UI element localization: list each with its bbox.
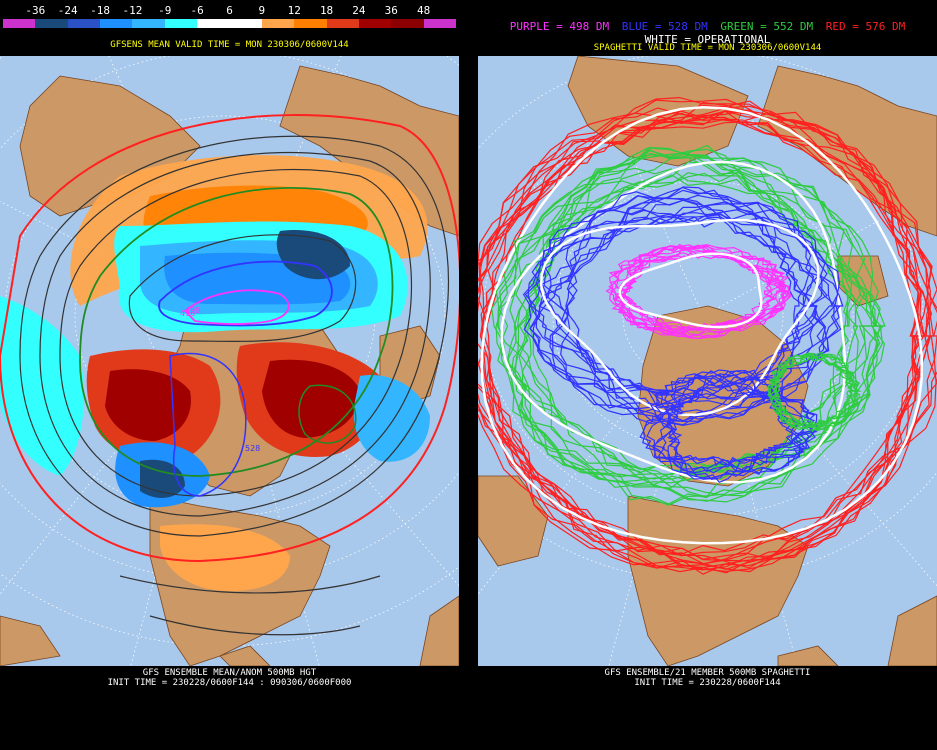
red-576-member-contour xyxy=(478,116,937,569)
colorbar-tick-label: 18 xyxy=(319,4,334,17)
colorbar-tick-label: 9 xyxy=(258,4,266,17)
colorbar-swatch xyxy=(100,19,133,28)
anomaly-panel: -36 -24 -18 -12 -9 -6 6 9 12 18 24 36 48 GFSENS MEAN… xyxy=(0,0,459,750)
contour-label-496: 496 xyxy=(180,309,195,318)
green-552-cutoff-contour xyxy=(766,353,853,430)
colorbar-tick-label: 48 xyxy=(417,4,431,17)
colorbar-swatch xyxy=(423,19,457,28)
purple-498-member-contour xyxy=(620,245,791,335)
blue-528-member-contour xyxy=(560,194,844,416)
colorbar-tick-label: 24 xyxy=(352,4,366,17)
blue-528-member-contour xyxy=(523,194,814,409)
green-552-member-contour xyxy=(512,146,884,480)
contour-label-528: 528 xyxy=(245,444,260,453)
colorbar-swatch xyxy=(229,19,262,28)
colorbar-labels: -36 -24 -18 -12 -9 -6 6 9 12 18 24 36 48 xyxy=(3,4,456,18)
red-576-member-contour xyxy=(478,110,925,573)
spaghetti-lines xyxy=(478,96,937,575)
green-552-member-contour xyxy=(495,159,853,498)
purple-498-member-contour xyxy=(605,250,775,336)
blue-528-trough-contour xyxy=(639,369,803,475)
colorbar-swatch xyxy=(391,19,424,28)
colorbar-tick-label: -9 xyxy=(158,4,172,17)
operational-576-contour xyxy=(480,105,924,545)
land-masses xyxy=(478,56,937,666)
blue-528-trough-contour xyxy=(652,370,810,470)
colorbar-swatch xyxy=(35,19,68,28)
anomaly-colorbar: -36 -24 -18 -12 -9 -6 6 9 12 18 24 36 48 xyxy=(3,4,457,30)
colorbar-swatch xyxy=(326,19,359,28)
right-map xyxy=(478,56,937,666)
green-552-member-contour xyxy=(491,161,850,496)
colorbar-tick-label: -24 xyxy=(57,4,78,17)
operational-552-contour xyxy=(500,160,847,484)
legend-red: RED = 576 DM xyxy=(825,20,906,33)
red-576-member-contour xyxy=(478,118,934,574)
colorbar-tick-label: 36 xyxy=(384,4,398,17)
blue-528-member-contour xyxy=(529,186,827,400)
green-552-member-contour xyxy=(509,174,874,506)
left-footer-line2: INIT TIME = 230228/0600F144 : 090306/060… xyxy=(107,678,352,688)
green-552-cutoff-contour xyxy=(771,353,862,428)
colorbar-swatch xyxy=(358,19,392,28)
red-576-member-contour xyxy=(478,109,923,570)
colorbar-swatch xyxy=(3,19,36,28)
colorbar-swatch xyxy=(164,19,198,28)
blue-528-member-contour xyxy=(551,191,842,409)
red-576-member-contour xyxy=(478,105,920,569)
red-576-member-contour xyxy=(478,120,933,571)
legend-blue: BLUE = 528 DM xyxy=(621,20,708,33)
purple-498-member-contour xyxy=(608,252,786,338)
right-footer-line2: INIT TIME = 230228/0600F144 xyxy=(634,678,781,688)
red-576-member-contour xyxy=(478,101,921,562)
blue-528-member-contour xyxy=(549,195,842,409)
operational-528-contour xyxy=(539,218,820,417)
colorbar-tick-label: -18 xyxy=(90,4,110,17)
blue-528-trough-contour xyxy=(655,377,818,484)
green-552-member-contour xyxy=(507,144,869,476)
colorbar-swatch xyxy=(197,19,230,28)
spaghetti-legend: PURPLE = 498 DM BLUE = 528 DM GREEN = 55… xyxy=(478,20,937,33)
colorbar-swatch xyxy=(132,19,165,28)
blue-528-member-contour xyxy=(524,201,815,420)
colorbar-tick-label: -12 xyxy=(122,4,143,17)
green-552-member-contour xyxy=(507,148,879,478)
colorbar-swatch xyxy=(67,19,101,28)
spaghetti-panel: PURPLE = 498 DM BLUE = 528 DM GREEN = 55… xyxy=(478,0,937,750)
legend-white: WHITE = OPERATIONAL xyxy=(644,33,771,46)
colorbar-tick-label: -36 xyxy=(25,4,46,17)
height-contours xyxy=(0,114,459,636)
green-552-cutoff-contour xyxy=(770,351,856,426)
left-map-title: GFSENS MEAN VALID TIME = MON 230306/0600… xyxy=(110,40,349,50)
right-footer-line1: GFS ENSEMBLE/21 MEMBER 500MB SPAGHETTI xyxy=(604,668,811,678)
colorbar-tick-label: 6 xyxy=(226,4,233,17)
operational-498-contour xyxy=(618,252,763,329)
legend-purple: PURPLE = 498 DM xyxy=(509,20,610,33)
colorbar-tick-label: 12 xyxy=(287,4,301,17)
legend-green: GREEN = 552 DM xyxy=(720,20,814,33)
right-map-title: SPAGHETTI VALID TIME = MON 230306/0600V1… xyxy=(593,43,822,53)
colorbar-swatch xyxy=(294,19,327,28)
green-552-member-contour xyxy=(515,167,885,505)
left-map: 498 496 528 xyxy=(0,56,459,666)
colorbar-swatches xyxy=(3,19,457,28)
colorbar-swatch xyxy=(261,19,295,28)
blue-528-member-contour xyxy=(522,201,812,419)
colorbar-tick-label: -6 xyxy=(190,4,204,17)
contour-label-498: 498 xyxy=(185,306,200,315)
contour-value-labels: 498 496 528 xyxy=(180,306,260,453)
left-footer-line1: GFS ENSEMBLE MEAN/ANOM 500MB HGT xyxy=(142,668,317,678)
blue-528-member-contour xyxy=(541,209,839,423)
